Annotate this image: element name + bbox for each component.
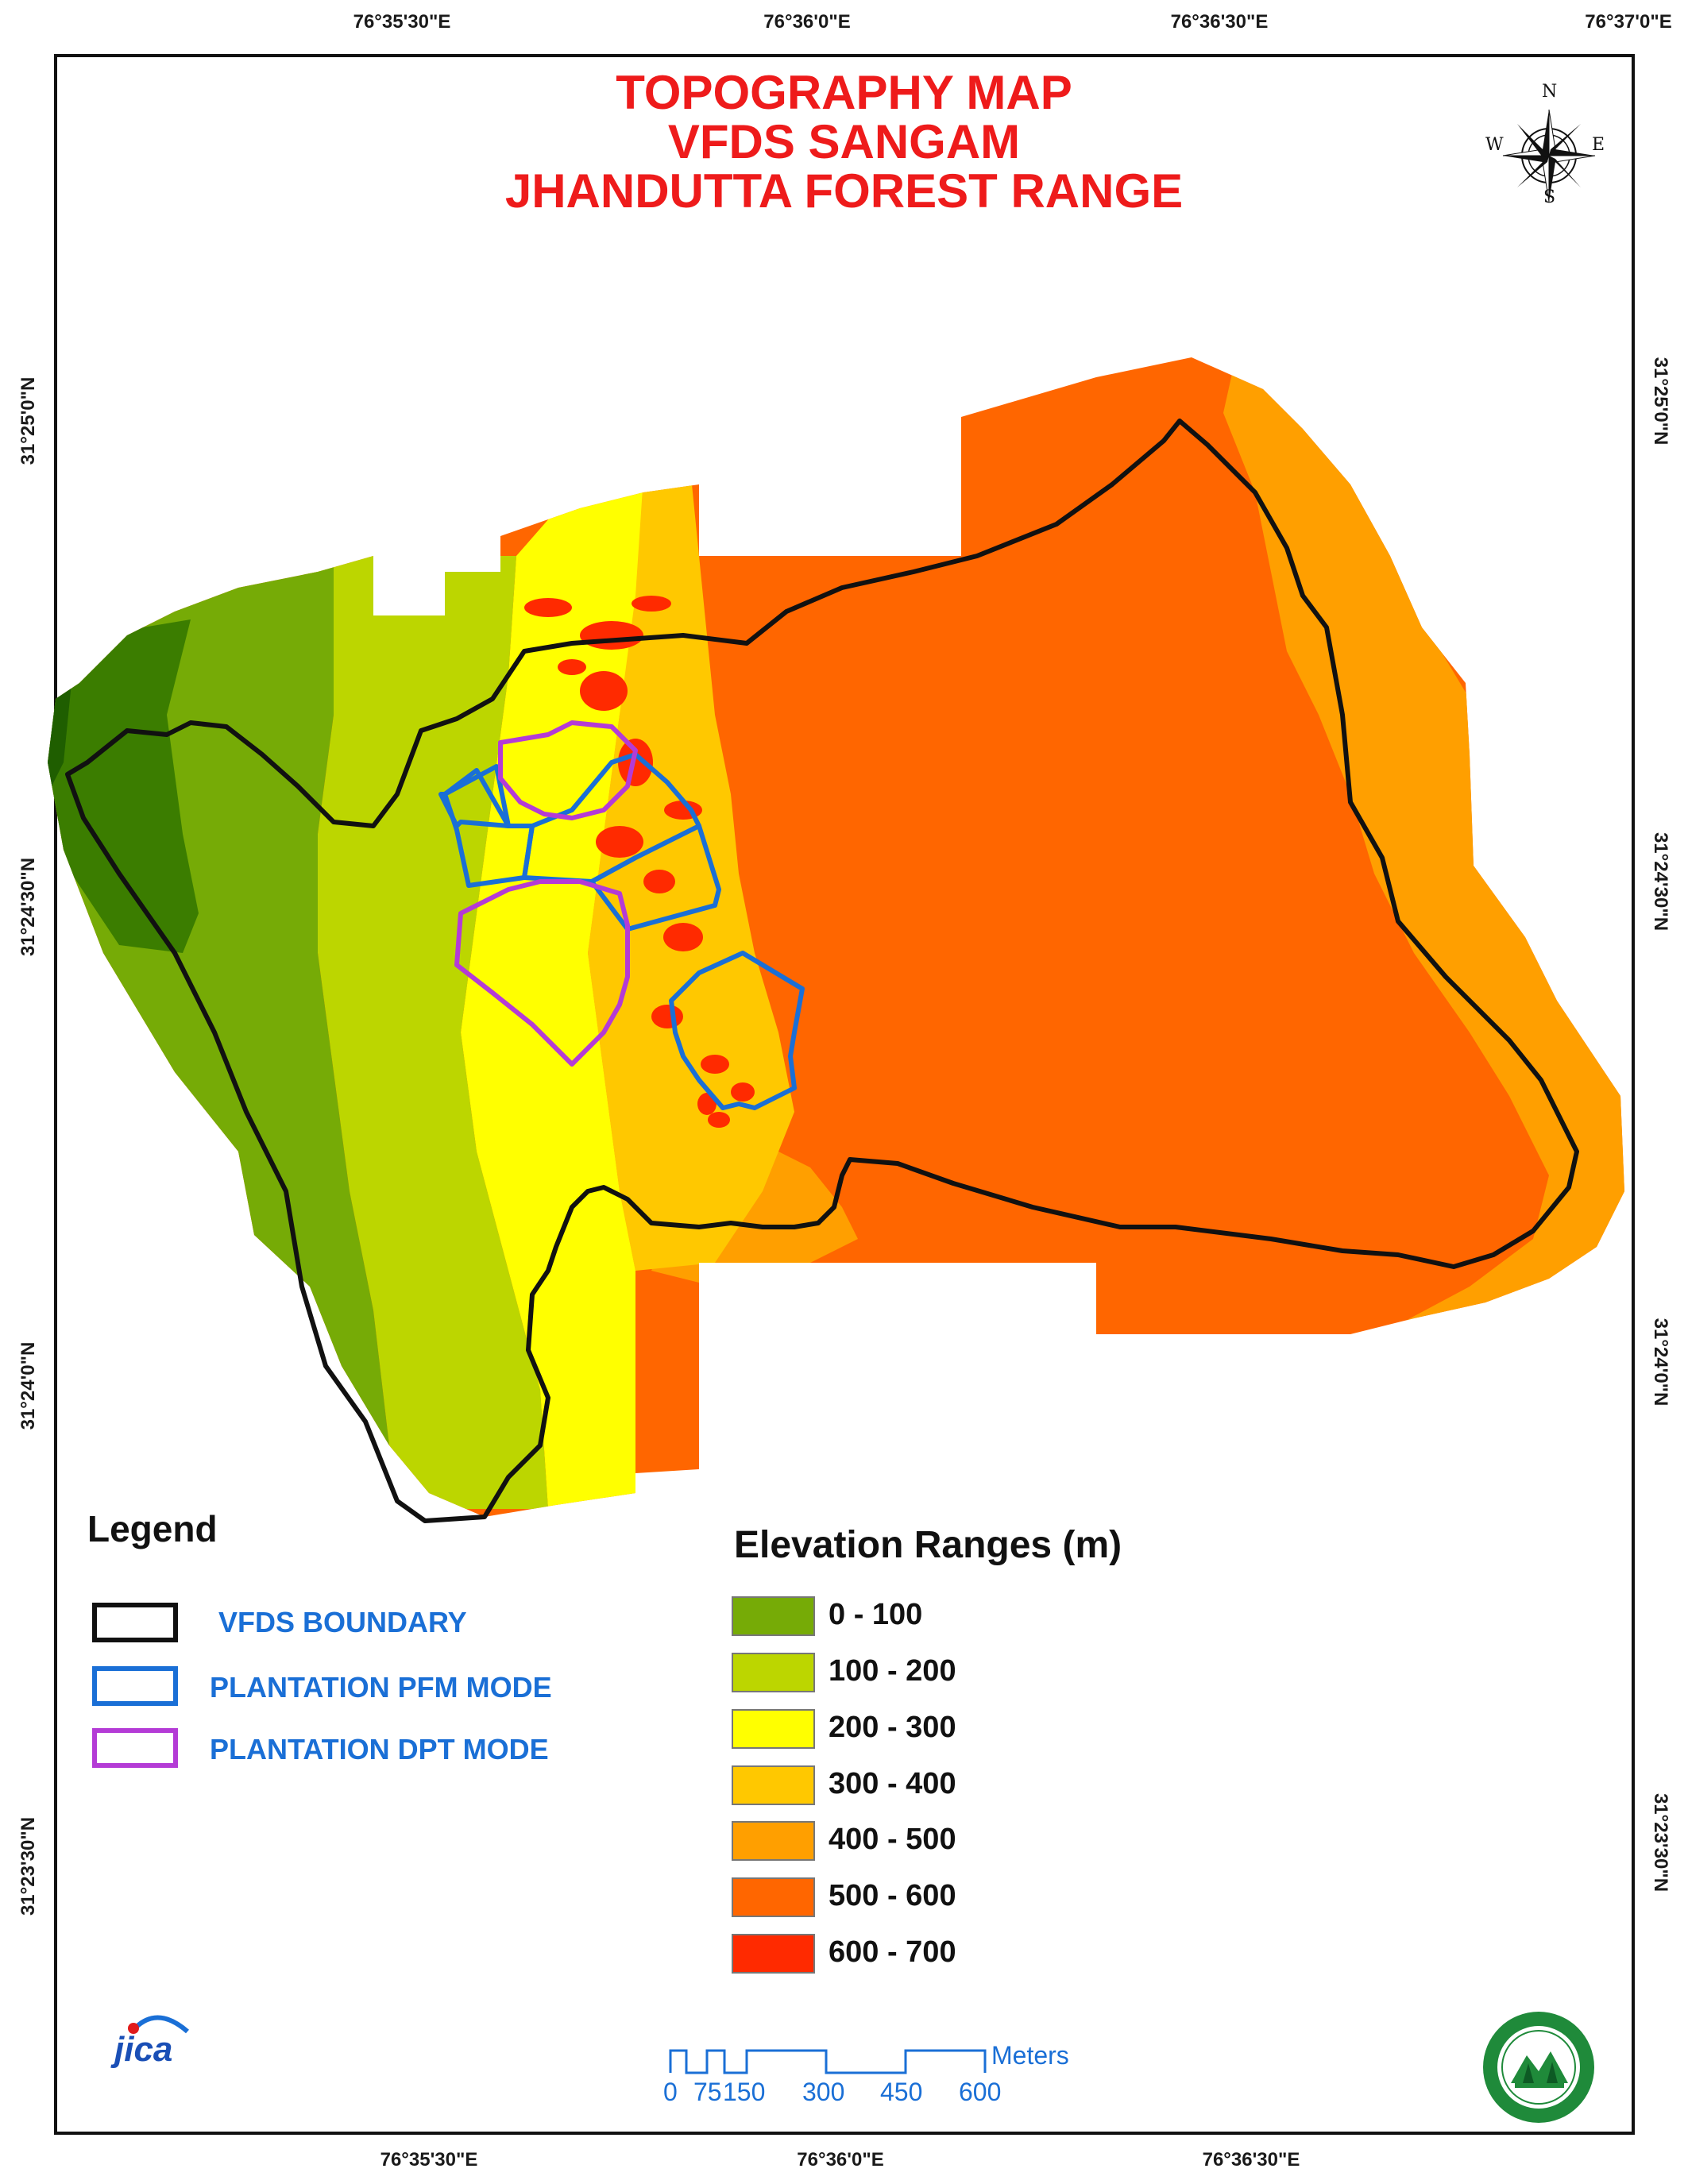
compass-n: N [1542,82,1558,102]
elevation-label-0: 0 - 100 [829,1598,923,1631]
scale-tick-600: 600 [959,2078,1002,2106]
jica-logo-icon [128,2015,189,2034]
elevation-swatch-6 [732,1934,815,1974]
elevation-label-1: 100 - 200 [829,1654,956,1688]
map-title-line-2: VFDS SANGAM [667,115,1021,168]
map-title-line-3: JHANDUTTA FOREST RANGE [504,164,1184,218]
elevation-swatch-0 [732,1596,815,1636]
legend-title: Legend [87,1508,218,1549]
elevation-label-4: 400 - 500 [829,1823,956,1856]
elevation-label-6: 600 - 700 [829,1935,956,1969]
compass-e: E [1592,135,1605,155]
legend-label-vfds-boundary: VFDS BOUNDARY [218,1606,467,1638]
elevation-swatch-1 [732,1653,815,1692]
legend-label-dpt: PLANTATION DPT MODE [210,1733,549,1765]
dpt-polygon-1 [498,720,638,820]
graticule-top-2: 76°36'0"E [763,11,851,33]
graticule-bottom-3: 76°36'30"E [1202,2149,1300,2170]
map-frame [54,54,1635,2135]
vfds-boundary-outline [65,419,1579,1523]
elevation-label-3: 300 - 400 [829,1767,956,1800]
scale-tick-450: 450 [880,2078,923,2106]
compass-s: S [1543,187,1556,207]
legend-swatch-vfds-boundary [92,1603,178,1642]
elevation-swatch-5 [732,1877,815,1917]
elevation-label-5: 500 - 600 [829,1879,956,1912]
graticule-top-3: 76°36'30"E [1170,11,1269,33]
legend-swatch-dpt [92,1728,178,1768]
scale-tick-75: 75 [693,2078,722,2106]
elevation-legend-title: Elevation Ranges (m) [734,1524,1122,1566]
scale-tick-300: 300 [802,2078,845,2106]
jica-logo-text: jica [114,2030,173,2069]
dpt-polygon-2 [454,879,630,1067]
elevation-label-2: 200 - 300 [829,1711,956,1744]
elevation-swatch-2 [732,1709,815,1749]
elevation-swatch-3 [732,1765,815,1805]
graticule-bottom-2: 76°36'0"E [797,2149,884,2170]
pfm-polygon-5 [669,951,805,1110]
dpt-plantations [454,720,638,1067]
scale-tick-0: 0 [663,2078,678,2106]
graticule-top-4: 76°37'0"E [1585,11,1672,33]
legend-swatch-pfm [92,1666,178,1706]
forest-department-seal-icon [1483,2012,1594,2123]
jica-logo: jica [108,2008,203,2071]
north-arrow-icon [1502,109,1596,203]
elevation-raster [48,357,1624,1517]
compass-w: W [1485,135,1504,155]
legend-label-pfm: PLANTATION PFM MODE [210,1671,552,1704]
scale-bar-unit: Meters [991,2041,1069,2070]
map-title-line-1: TOPOGRAPHY MAP [616,66,1072,119]
graticule-bottom-1: 76°35'30"E [380,2149,478,2170]
scale-tick-150: 150 [723,2078,766,2106]
scale-bar [669,2049,987,2074]
elevation-swatch-4 [732,1821,815,1861]
graticule-top-1: 76°35'30"E [353,11,451,33]
